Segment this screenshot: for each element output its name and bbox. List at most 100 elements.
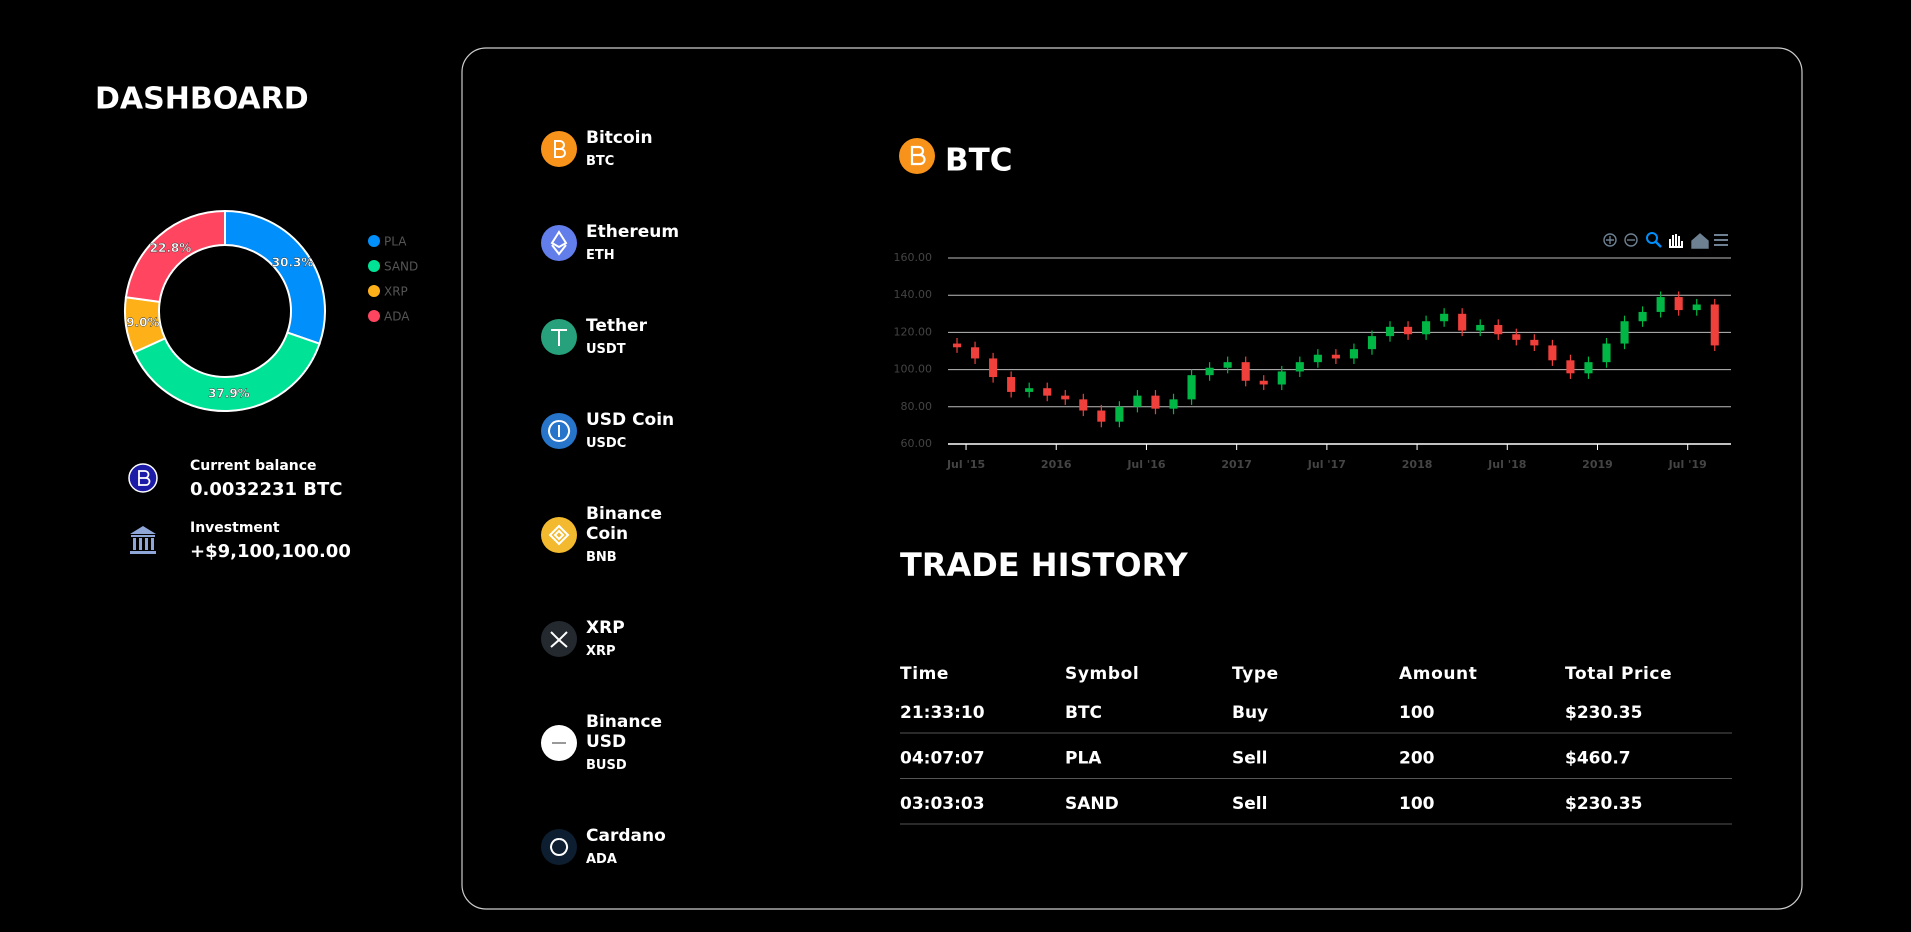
coin-symbol: BTC (586, 154, 615, 169)
coin-row[interactable]: Bitcoin BTC (540, 128, 760, 170)
candle-body (1602, 343, 1611, 363)
candle-body (1331, 354, 1340, 359)
x-tick-label: 2017 (1221, 458, 1252, 471)
candle-body (1151, 395, 1160, 409)
table-cell: Buy (1232, 703, 1268, 723)
main-panel (461, 47, 1803, 910)
coin-name: Binance USD (586, 712, 663, 752)
coin-symbol: XRP (586, 644, 616, 659)
table-cell: SAND (1065, 794, 1119, 814)
legend-marker (368, 285, 380, 297)
coin-name: Cardano (586, 826, 666, 846)
candle-body (1097, 410, 1106, 422)
legend-label: ADA (384, 310, 410, 324)
candle-body (1241, 362, 1250, 381)
legend-marker (368, 310, 380, 322)
coin-text: Binance USD BUSD (586, 712, 686, 774)
investment-icon (130, 526, 156, 554)
coin-text: XRP XRP (586, 618, 686, 660)
coin-row[interactable]: XRP XRP (540, 618, 760, 660)
candle-body (1674, 297, 1683, 311)
candle-body (1205, 367, 1214, 376)
coin-icon (541, 319, 577, 355)
table-cell: 100 (1399, 703, 1435, 723)
x-tick-label: Jul '17 (1307, 458, 1346, 471)
coin-symbol: ETH (586, 248, 615, 263)
candle-body (1458, 313, 1467, 331)
btc-icon (899, 138, 935, 174)
candle-body (1133, 395, 1142, 407)
x-tick-label: Jul '18 (1487, 458, 1526, 471)
candle-body (1566, 360, 1575, 374)
coin-icon (541, 131, 577, 167)
coin-icon (541, 621, 577, 657)
donut-slice (132, 331, 321, 412)
table-cell: BTC (1065, 703, 1102, 723)
candle-body (1385, 326, 1395, 337)
coin-icon-glyph (550, 230, 568, 256)
coin-row[interactable]: Cardano ADA (540, 826, 760, 868)
x-tick-label: 2016 (1041, 458, 1072, 471)
y-tick-label: 60.00 (901, 437, 933, 450)
x-tick-label: 2018 (1402, 458, 1433, 471)
candle-body (1494, 324, 1503, 335)
candle-body (1169, 399, 1178, 409)
x-tick-label: Jul '19 (1668, 458, 1707, 471)
coin-icon (541, 725, 577, 761)
candle-body (1584, 362, 1593, 374)
coin-text: Binance Coin BNB (586, 504, 686, 566)
candle-body (1548, 345, 1557, 361)
legend-label: XRP (384, 285, 408, 299)
table-cell: Sell (1232, 794, 1267, 814)
coin-icon (541, 829, 577, 865)
coin-symbol: USDT (586, 342, 626, 357)
candle-body (1710, 304, 1719, 346)
coin-icon-glyph (548, 420, 571, 442)
candle-body (1079, 399, 1088, 411)
candle-body (1656, 297, 1665, 312)
chart-title: BTC (945, 143, 1013, 179)
candle-body (1692, 304, 1701, 311)
candle-body (989, 358, 998, 378)
balance-icon (128, 463, 158, 493)
y-tick-label: 80.00 (901, 400, 933, 413)
candle-body (1277, 371, 1286, 385)
candle-body (1512, 334, 1521, 340)
coin-icon-glyph (551, 329, 567, 346)
coin-row[interactable]: Ethereum ETH (540, 222, 760, 264)
coin-icon-glyph (550, 631, 568, 648)
coin-name: Bitcoin (586, 128, 653, 148)
coin-icon-glyph (548, 524, 570, 546)
coin-text: Ethereum ETH (586, 222, 686, 264)
coin-name: Ethereum (586, 222, 680, 242)
investment-value: +$9,100,100.00 (190, 541, 351, 562)
candle-body (1223, 362, 1232, 368)
candle-body (1187, 375, 1196, 400)
coin-row[interactable]: Binance Coin BNB (540, 504, 760, 566)
legend-marker (368, 235, 380, 247)
y-tick-label: 140.00 (894, 288, 933, 301)
table-cell: $460.7 (1565, 749, 1631, 769)
coin-symbol: ADA (586, 852, 617, 867)
x-tick-label: Jul '16 (1126, 458, 1166, 471)
candle-body (1440, 313, 1449, 322)
table-cell: $230.35 (1565, 703, 1642, 723)
coin-row[interactable]: Binance USD BUSD (540, 712, 760, 774)
coin-row[interactable]: USD Coin USDC (540, 410, 760, 452)
coin-icon-glyph (550, 838, 568, 856)
candle-body (1530, 339, 1539, 346)
coin-row[interactable]: Tether USDT (540, 316, 760, 358)
trade-history-title: TRADE HISTORY (900, 546, 1188, 584)
table-cell: 04:07:07 (900, 749, 985, 769)
coin-icon-bg (541, 517, 577, 553)
chart-toolbar[interactable] (1603, 232, 1728, 249)
table-header: Time (900, 664, 949, 684)
slice-label: 37.9% (208, 386, 250, 400)
candle-body (1115, 406, 1124, 422)
table-header: Symbol (1065, 664, 1139, 684)
slice-label: 30.3% (272, 255, 314, 269)
candle-body (971, 347, 980, 359)
coin-text: Cardano ADA (586, 826, 686, 868)
